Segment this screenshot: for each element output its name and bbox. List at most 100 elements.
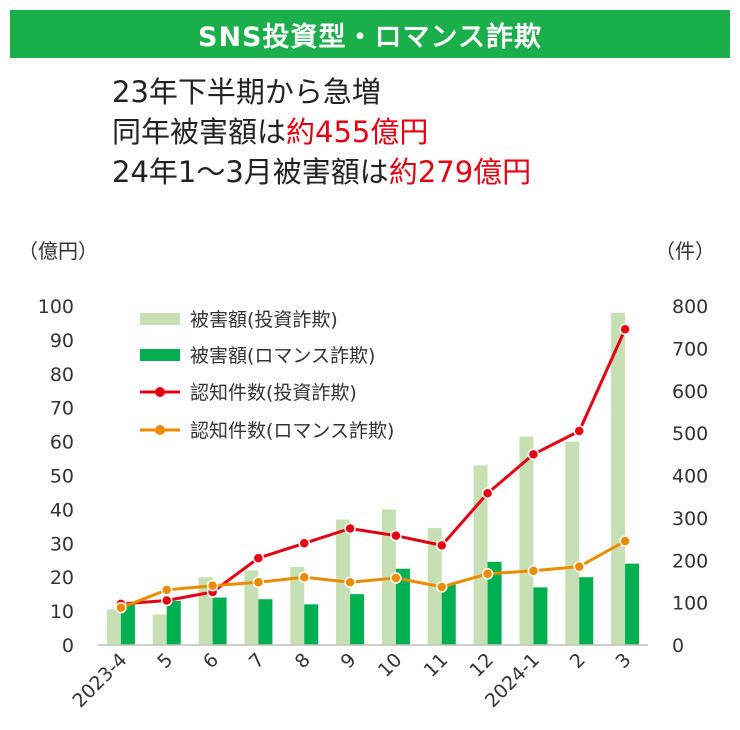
romance-cases-point [206,579,219,592]
bar-investment-damage [473,465,488,645]
right-tick-label: 400 [672,466,708,488]
right-tick-label: 500 [672,423,708,445]
left-tick-label: 60 [50,432,74,454]
legend-label: 被害額(投資詐欺) [190,309,338,331]
romance-cases-point [619,535,631,547]
romance-cases-point [298,571,310,583]
investment-cases-point [573,425,585,437]
bar-romance-damage [487,561,502,645]
legend-swatch-investment-damage [140,313,180,325]
bar-investment-damage [611,312,626,645]
headline-line-3-text: 24年1～3月被害額は [112,155,389,189]
legend: 被害額(投資詐欺) 被害額(ロマンス詐欺) 認知件数(投資詐欺) 認知件数(ロマンス詐… [140,309,394,442]
headline-line-3: 24年1～3月被害額は約279億円 [112,152,531,192]
headline-line-2-value: 約455億円 [286,115,429,149]
romance-cases-point [252,576,265,589]
right-tick-label: 0 [672,635,684,657]
x-tick-label: 10 [374,649,407,682]
legend-swatch-romance-damage [140,349,180,361]
title-banner: SNS投資型・ロマンス詐欺 [10,10,730,58]
investment-cases-point [161,594,173,607]
headline-line-2-text: 同年被害額は [112,115,287,149]
bar-romance-damage [304,604,319,645]
romance-cases-point [573,560,585,573]
x-tick-label: 7 [245,649,269,673]
bar-romance-damage [533,587,548,645]
x-tick-label: 12 [465,649,498,682]
investment-cases-point [390,529,402,542]
investment-cases-point [436,539,448,552]
bar-investment-damage [565,441,580,645]
investment-cases-point [481,487,494,500]
bar-investment-damage [244,570,259,645]
left-tick-label: 90 [50,330,74,352]
legend-label: 認知件数(ロマンス詐欺) [190,420,394,442]
legend-swatch-marker [155,425,165,435]
romance-cases-point [481,568,494,580]
right-tick-label: 600 [672,381,708,403]
romance-cases-point [115,601,127,614]
x-tick-label: 11 [420,649,453,682]
bar-romance-damage [166,600,181,645]
bar-romance-damage [395,568,410,645]
x-tick-label: 5 [153,649,177,673]
left-tick-label: 70 [50,398,74,420]
right-tick-label: 800 [672,296,708,318]
x-tick-label: 2023-4 [68,649,131,712]
investment-cases-point [527,448,540,461]
bar-romance-damage [258,599,273,645]
bar-romance-damage [350,594,365,645]
romance-cases-point [344,576,356,589]
bar-investment-damage [152,614,167,645]
left-tick-label: 10 [50,601,74,623]
bar-romance-damage [625,563,640,645]
left-tick-label: 100 [38,296,74,318]
investment-cases-point [344,522,356,535]
legend-label: 認知件数(投資詐欺) [190,382,357,404]
left-tick-label: 0 [62,635,74,657]
romance-cases-point [436,581,448,593]
investment-cases-point [298,537,310,550]
right-tick-label: 100 [672,593,708,615]
chart-title: SNS投資型・ロマンス詐欺 [198,21,542,53]
left-axis-ticks: 0 10 20 30 40 50 60 70 80 90 100 [38,296,74,657]
x-tick-label: 9 [337,649,361,673]
investment-cases-line [120,328,627,606]
x-tick-label: 3 [612,649,636,673]
bar-investment-damage [519,436,534,645]
headline-line-2: 同年被害額は約455億円 [112,112,531,152]
bar-investment-damage [290,567,305,645]
romance-cases-point [527,565,540,577]
legend-label: 被害額(ロマンス詐欺) [190,345,375,367]
headline-line-3-value: 約279億円 [388,155,532,189]
left-tick-label: 50 [50,466,74,488]
right-tick-label: 200 [672,550,708,572]
romance-cases-line [120,539,626,610]
bar-romance-damage [212,597,227,645]
investment-cases-point [619,323,631,336]
left-tick-label: 30 [50,533,74,555]
headline-line-1: 23年下半期から急増 [112,75,381,109]
right-tick-label: 300 [672,508,708,530]
x-tick-label: 8 [291,649,315,673]
x-tick-label: 6 [199,649,223,673]
bar-investment-damage [106,609,121,645]
x-tick-label: 2 [566,649,590,673]
bar-romance-damage [441,583,456,645]
romance-cases-point [390,572,402,584]
romance-cases-point [161,584,173,596]
right-axis-ticks: 0 100 200 300 400 500 600 700 800 [672,296,708,657]
bar-romance-damage [120,604,135,645]
legend-swatch-marker [155,387,165,397]
left-tick-label: 40 [50,499,74,521]
bar-romance-damage [579,577,594,645]
right-axis-label: （件） [655,239,715,263]
right-tick-label: 700 [672,338,708,360]
investment-cases-point [252,552,265,564]
left-tick-label: 20 [50,567,74,589]
headline-block: 23年下半期から急増 同年被害額は約455億円 24年1～3月被害額は約279億… [112,72,531,192]
line-series [115,323,631,614]
left-tick-label: 80 [50,364,74,386]
